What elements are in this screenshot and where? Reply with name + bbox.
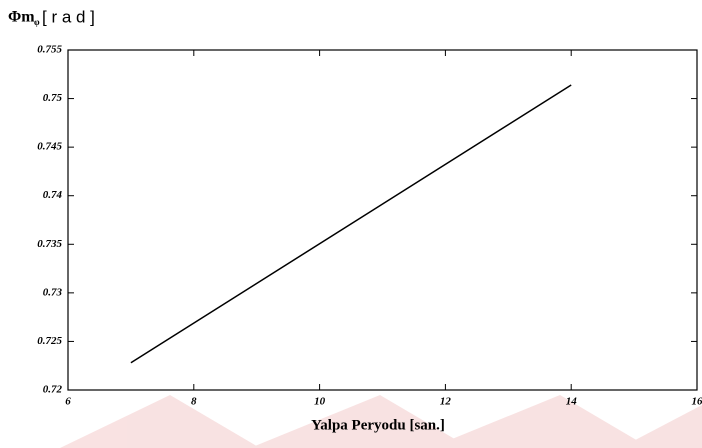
watermark	[60, 395, 702, 448]
x-tick-label: 8	[191, 396, 197, 408]
y-tick-label: 0.75	[43, 92, 63, 104]
y-tick-label: 0.72	[43, 384, 63, 396]
y-axis-label-subscript: φ	[34, 17, 40, 27]
x-tick-label: 10	[314, 396, 326, 408]
y-tick-label: 0.735	[37, 238, 62, 250]
y-axis-unit: [ r a d ]	[42, 7, 95, 26]
y-tick-label: 0.725	[37, 335, 62, 347]
x-tick-label: 14	[566, 396, 578, 408]
y-axis-label: Φm	[8, 9, 35, 26]
x-tick-label: 12	[440, 396, 452, 408]
line-series	[130, 84, 572, 364]
x-axis-label: Yalpa Peryodu [san.]	[311, 417, 445, 433]
y-tick-label: 0.73	[43, 286, 63, 298]
x-tick-label: 6	[65, 396, 71, 408]
plot-frame	[67, 49, 698, 391]
y-tick-label: 0.74	[43, 189, 63, 201]
y-tick-label: 0.745	[37, 141, 62, 153]
y-tick-label: 0.755	[37, 44, 62, 56]
x-tick-label: 16	[692, 396, 702, 408]
